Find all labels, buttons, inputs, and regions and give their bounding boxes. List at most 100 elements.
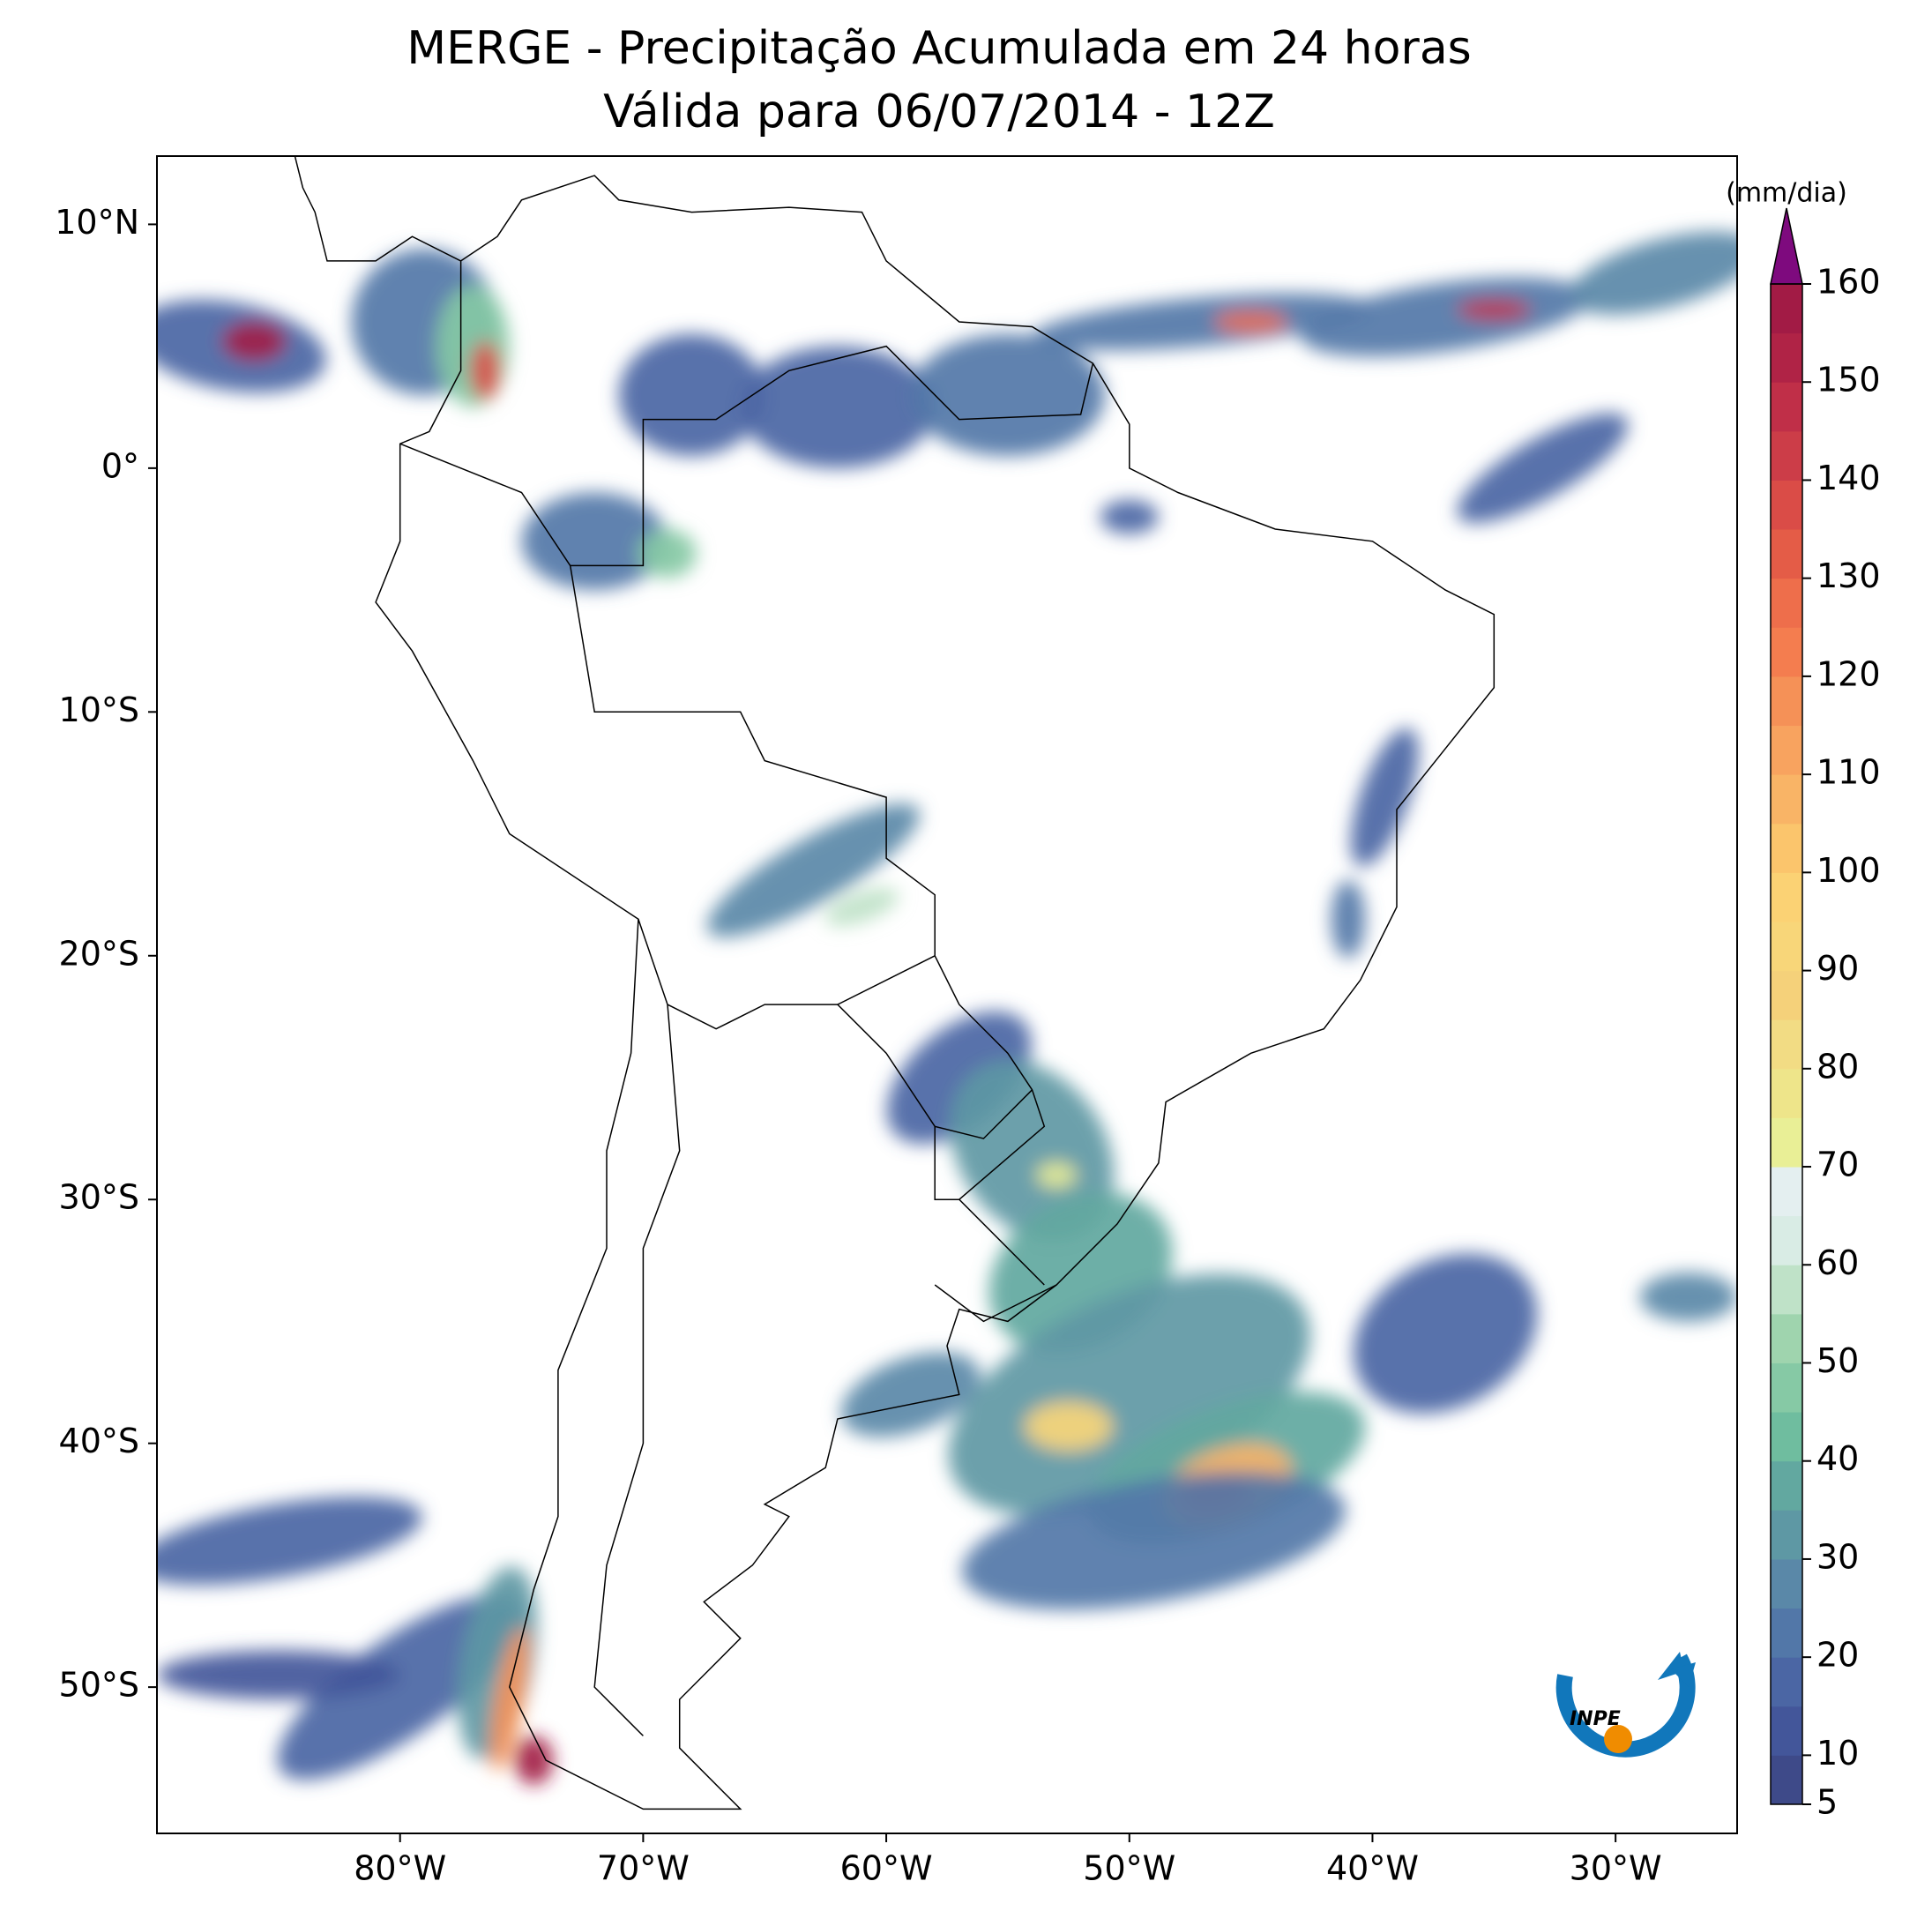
precip-area	[1570, 231, 1737, 315]
border	[399, 443, 571, 566]
colorbar-segment	[1771, 872, 1802, 922]
logo-arrow-head	[1671, 1662, 1696, 1687]
x-tick-label: 80°W	[354, 1849, 446, 1888]
precip-area	[157, 1650, 400, 1699]
colorbar-segment	[1771, 823, 1802, 873]
border	[934, 1284, 1057, 1323]
y-tick-label: 10°N	[55, 203, 139, 242]
colorbar-segment	[1771, 1167, 1802, 1217]
colorbar-segment	[1771, 529, 1802, 579]
colorbar-segment	[1771, 578, 1802, 628]
precip-area	[740, 346, 936, 468]
colorbar-segment	[1771, 970, 1802, 1020]
y-tick-label: 40°S	[59, 1422, 139, 1460]
colorbar-segment	[1771, 725, 1802, 775]
precip-area	[824, 887, 899, 927]
border	[934, 1126, 959, 1200]
colorbar-segment	[1771, 1755, 1802, 1805]
colorbar-segment	[1771, 1362, 1802, 1413]
colorbar-segment	[1771, 1412, 1802, 1462]
precipitation-field	[157, 231, 1737, 1785]
colorbar-tick-label: 10	[1816, 1734, 1859, 1773]
colorbar-segment	[1771, 774, 1802, 825]
title: MERGE - Precipitação Acumulada em 24 hor…	[407, 22, 1472, 75]
colorbar-frame	[1770, 283, 1803, 1805]
y-tick-label: 30°S	[59, 1178, 139, 1217]
colorbar-segment	[1771, 1019, 1802, 1070]
precip-area	[1301, 277, 1591, 357]
precip-area	[1350, 728, 1419, 867]
border	[593, 1004, 681, 1736]
precip-area	[1639, 1273, 1737, 1322]
precip-area	[1100, 499, 1159, 534]
colorbar-tick-label: 20	[1816, 1636, 1859, 1675]
colorbar-segment	[1771, 1265, 1802, 1315]
colorbar-segment	[1771, 332, 1802, 383]
y-tick-label: 10°S	[59, 690, 139, 729]
precip-area	[514, 1736, 554, 1785]
logo-dot	[1604, 1725, 1632, 1753]
colorbar-extend	[1770, 207, 1803, 285]
precip-area	[840, 1352, 981, 1437]
y-tick-label: 50°S	[59, 1666, 139, 1705]
coastline	[294, 156, 1496, 1810]
colorbar-tick-label: 150	[1816, 361, 1881, 399]
colorbar-segment	[1771, 1215, 1802, 1265]
logo: INPE	[1555, 1652, 1696, 1758]
logo-arc	[1555, 1653, 1696, 1758]
x-tick-label: 30°W	[1570, 1849, 1662, 1888]
precip-area	[950, 1060, 1115, 1242]
colorbar-segment	[1771, 1558, 1802, 1609]
precip-area	[1214, 311, 1287, 332]
precip-area	[1037, 1162, 1077, 1188]
colorbar-tick-label: 160	[1816, 263, 1881, 302]
colorbar-segment	[1771, 1313, 1802, 1363]
x-tick-label: 60°W	[840, 1849, 933, 1888]
precip-area	[961, 1472, 1346, 1610]
precip-area	[1331, 880, 1366, 959]
colorbar-tick-label: 90	[1816, 949, 1859, 988]
plot-frame	[156, 155, 1738, 1834]
colorbar-segment	[1771, 676, 1802, 727]
precip-area	[618, 333, 765, 457]
colorbar-tick-label: 120	[1816, 654, 1881, 693]
colorbar-tick-label: 50	[1816, 1341, 1859, 1380]
colorbar-tick-label: 5	[1816, 1783, 1838, 1822]
precip-area	[1354, 1253, 1538, 1414]
colorbar-tick-label: 70	[1816, 1146, 1859, 1184]
precip-area	[706, 803, 921, 937]
colorbar-segment	[1771, 1706, 1802, 1756]
x-tick-label: 70°W	[597, 1849, 690, 1888]
colorbar: 5 10 20 30 40 50 60 70 80 90 100 110 120 130 140 150 160…	[1726, 178, 1880, 1822]
colorbar-segment	[1771, 1117, 1802, 1168]
precip-area	[470, 341, 500, 400]
colorbar-segment	[1771, 382, 1802, 432]
colorbar-segment	[1771, 1608, 1802, 1658]
colorbar-segment	[1771, 430, 1802, 481]
border	[570, 345, 1094, 567]
precip-area	[1457, 300, 1531, 320]
precip-area	[638, 528, 697, 579]
colorbar-segment	[1771, 1460, 1802, 1511]
colorbar-tick-label: 60	[1816, 1243, 1859, 1282]
y-tick-label: 20°S	[59, 934, 139, 973]
x-tick-label: 40°W	[1326, 1849, 1419, 1888]
colorbar-tick-label: 40	[1816, 1439, 1859, 1478]
precip-area	[277, 1594, 523, 1780]
border	[638, 919, 936, 1030]
colorbar-tick-label: 80	[1816, 1047, 1859, 1086]
precip-area	[436, 285, 510, 407]
subtitle: Válida para 06/07/2014 - 12Z	[603, 86, 1275, 138]
colorbar-tick-label: 100	[1816, 851, 1881, 890]
precip-area	[910, 333, 1106, 457]
precip-area	[1025, 1401, 1113, 1451]
colorbar-tick-label: 30	[1816, 1537, 1859, 1576]
border	[569, 565, 1046, 1286]
precip-area	[222, 321, 287, 362]
colorbar-tick-label: 130	[1816, 556, 1881, 595]
colorbar-segment	[1771, 1510, 1802, 1560]
logo-text: INPE	[1570, 1708, 1621, 1730]
precip-area	[1033, 293, 1372, 351]
colorbar-segment	[1771, 921, 1802, 972]
